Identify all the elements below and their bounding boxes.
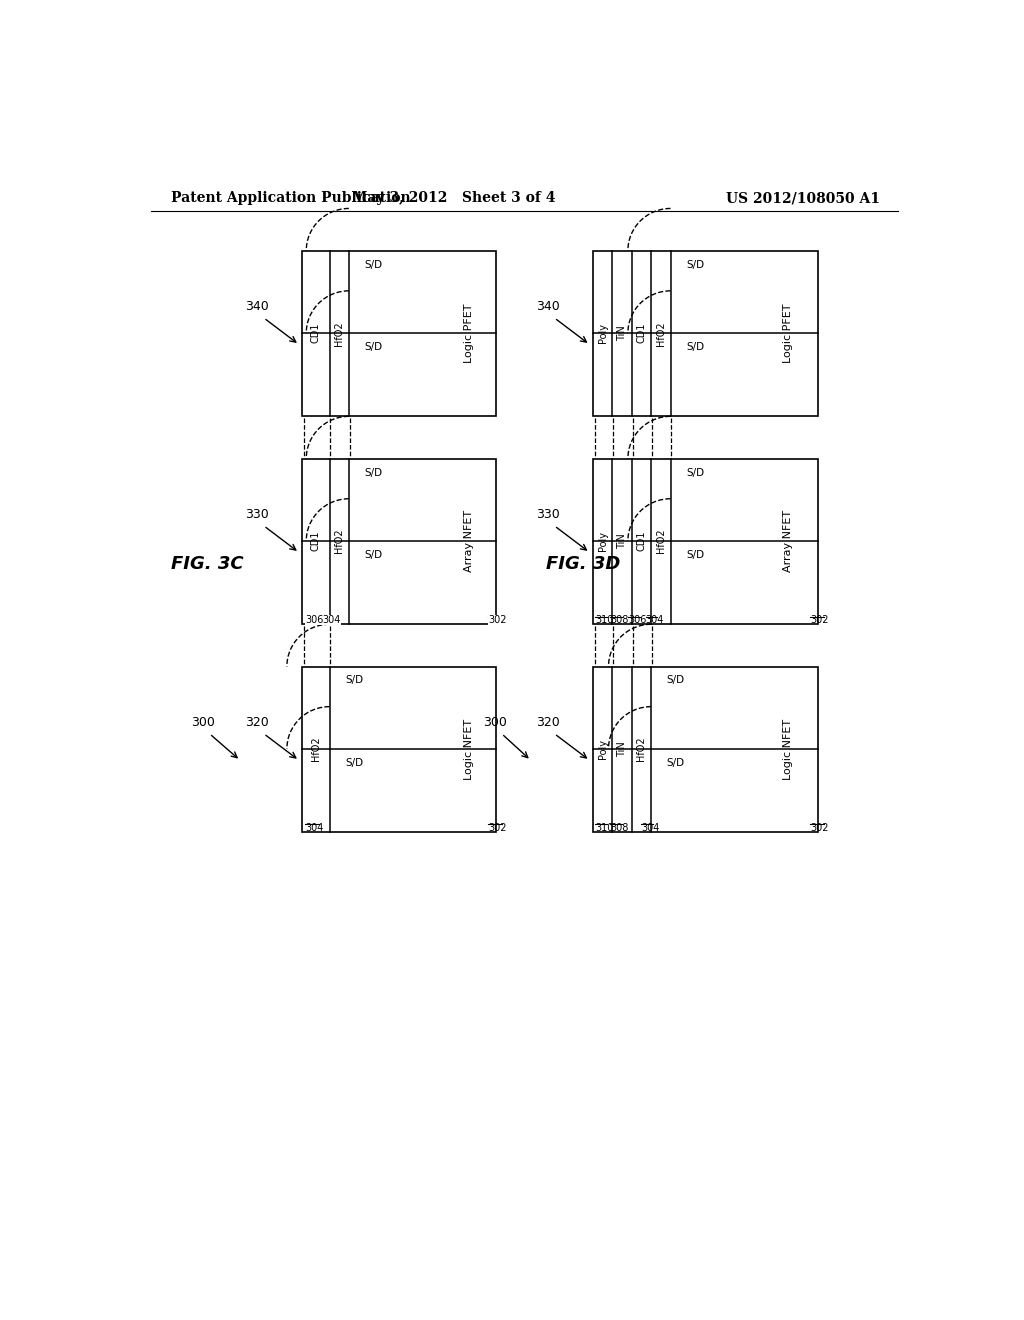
- Text: HfO2: HfO2: [655, 321, 666, 346]
- Text: 308: 308: [610, 822, 629, 833]
- Text: S/D: S/D: [365, 467, 383, 478]
- Text: S/D: S/D: [686, 550, 705, 560]
- Text: TiN: TiN: [617, 741, 627, 756]
- Text: S/D: S/D: [667, 758, 685, 768]
- Text: S/D: S/D: [365, 260, 383, 269]
- Bar: [302, 251, 496, 416]
- Text: CD1: CD1: [311, 323, 321, 343]
- Text: 302: 302: [488, 615, 507, 624]
- Text: CD1: CD1: [637, 323, 646, 343]
- Text: Logic NFET: Logic NFET: [464, 718, 474, 780]
- Text: 304: 304: [305, 822, 324, 833]
- Text: 302: 302: [810, 615, 828, 624]
- Text: S/D: S/D: [686, 260, 705, 269]
- Text: Array NFET: Array NFET: [783, 510, 794, 572]
- Text: FIG. 3D: FIG. 3D: [547, 556, 621, 573]
- Bar: [302, 667, 496, 832]
- Bar: [593, 251, 818, 416]
- Text: Logic PFET: Logic PFET: [783, 304, 794, 363]
- Text: US 2012/108050 A1: US 2012/108050 A1: [726, 191, 880, 206]
- Bar: [593, 459, 818, 624]
- Text: HfO2: HfO2: [334, 529, 344, 553]
- Text: 340: 340: [537, 300, 560, 313]
- Text: May 3, 2012   Sheet 3 of 4: May 3, 2012 Sheet 3 of 4: [352, 191, 555, 206]
- Text: 310: 310: [595, 615, 613, 624]
- Text: 300: 300: [483, 715, 507, 729]
- Text: 320: 320: [537, 715, 560, 729]
- Text: 304: 304: [323, 615, 341, 624]
- Text: 304: 304: [641, 822, 659, 833]
- Text: 308: 308: [610, 615, 629, 624]
- Text: Logic PFET: Logic PFET: [464, 304, 474, 363]
- Text: TiN: TiN: [617, 325, 627, 341]
- Text: Array NFET: Array NFET: [464, 510, 474, 572]
- Text: S/D: S/D: [686, 342, 705, 352]
- Text: 306: 306: [628, 615, 646, 624]
- Text: 340: 340: [246, 300, 269, 313]
- Text: 320: 320: [246, 715, 269, 729]
- Text: HfO2: HfO2: [655, 529, 666, 553]
- Text: CD1: CD1: [311, 531, 321, 552]
- Text: 302: 302: [488, 822, 507, 833]
- Text: Poly: Poly: [598, 531, 607, 550]
- Text: HfO2: HfO2: [311, 737, 321, 762]
- Text: S/D: S/D: [686, 467, 705, 478]
- Text: 330: 330: [537, 508, 560, 520]
- Text: 306: 306: [305, 615, 324, 624]
- Bar: [593, 667, 818, 832]
- Text: Logic NFET: Logic NFET: [783, 718, 794, 780]
- Text: HfO2: HfO2: [637, 737, 646, 762]
- Text: 304: 304: [646, 615, 665, 624]
- Text: TiN: TiN: [617, 533, 627, 549]
- Text: 300: 300: [191, 715, 215, 729]
- Text: S/D: S/D: [345, 758, 364, 768]
- Text: Poly: Poly: [598, 739, 607, 759]
- Text: S/D: S/D: [345, 676, 364, 685]
- Text: 302: 302: [810, 822, 828, 833]
- Text: 330: 330: [246, 508, 269, 520]
- Text: HfO2: HfO2: [334, 321, 344, 346]
- Text: Poly: Poly: [598, 323, 607, 343]
- Text: S/D: S/D: [365, 342, 383, 352]
- Text: Patent Application Publication: Patent Application Publication: [171, 191, 411, 206]
- Text: 310: 310: [595, 822, 613, 833]
- Text: S/D: S/D: [667, 676, 685, 685]
- Text: CD1: CD1: [637, 531, 646, 552]
- Bar: [302, 459, 496, 624]
- Text: FIG. 3C: FIG. 3C: [171, 556, 244, 573]
- Text: S/D: S/D: [365, 550, 383, 560]
